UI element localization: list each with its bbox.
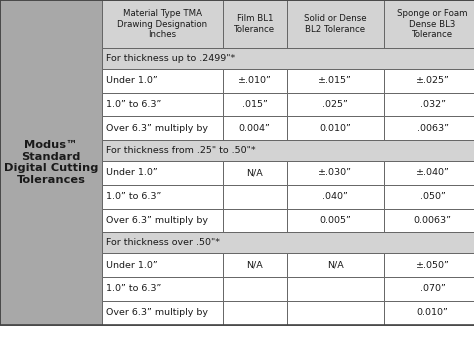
Text: .0063”: .0063” <box>417 124 448 133</box>
Bar <box>223 161 287 185</box>
Bar <box>223 93 287 116</box>
Bar <box>223 301 287 325</box>
Text: 0.0063”: 0.0063” <box>413 216 452 225</box>
Bar <box>384 277 474 301</box>
Bar <box>287 93 384 116</box>
Text: .015”: .015” <box>242 100 268 109</box>
Text: Under 1.0”: Under 1.0” <box>106 76 157 85</box>
Bar <box>287 161 384 185</box>
Bar <box>287 116 384 140</box>
Text: 0.010”: 0.010” <box>319 124 351 133</box>
Bar <box>223 185 287 209</box>
Text: ±.010”: ±.010” <box>238 76 272 85</box>
Bar <box>287 209 384 232</box>
Bar <box>102 0 223 48</box>
Bar <box>223 253 287 277</box>
Text: .032”: .032” <box>419 100 446 109</box>
Text: Under 1.0”: Under 1.0” <box>106 261 157 269</box>
Text: ±.030”: ±.030” <box>319 168 352 177</box>
Text: N/A: N/A <box>246 261 263 269</box>
Text: Over 6.3” multiply by: Over 6.3” multiply by <box>106 216 208 225</box>
Text: Under 1.0”: Under 1.0” <box>106 168 157 177</box>
Text: N/A: N/A <box>327 261 344 269</box>
Bar <box>384 185 474 209</box>
Bar <box>223 277 287 301</box>
Bar <box>102 116 223 140</box>
Text: 1.0” to 6.3”: 1.0” to 6.3” <box>106 284 161 293</box>
Text: .040”: .040” <box>322 192 348 201</box>
Bar <box>102 277 223 301</box>
Bar <box>384 69 474 93</box>
Bar <box>102 69 223 93</box>
Bar <box>0 0 102 325</box>
Text: .050”: .050” <box>419 192 446 201</box>
Text: Over 6.3” multiply by: Over 6.3” multiply by <box>106 124 208 133</box>
Bar <box>223 69 287 93</box>
Bar <box>102 232 474 253</box>
Text: 0.005”: 0.005” <box>319 216 351 225</box>
Text: Sponge or Foam
Dense BL3
Tolerance: Sponge or Foam Dense BL3 Tolerance <box>397 9 468 39</box>
Bar <box>102 140 474 161</box>
Text: 0.004”: 0.004” <box>239 124 271 133</box>
Text: Film BL1
Tolerance: Film BL1 Tolerance <box>234 14 275 34</box>
Bar <box>384 301 474 325</box>
Bar <box>287 301 384 325</box>
Bar <box>102 209 223 232</box>
Text: Modus™
Standard
Digital Cutting
Tolerances: Modus™ Standard Digital Cutting Toleranc… <box>4 140 98 185</box>
Bar <box>384 93 474 116</box>
Bar <box>223 209 287 232</box>
Bar <box>287 0 384 48</box>
Bar <box>287 69 384 93</box>
Text: For thickness from .25" to .50"*: For thickness from .25" to .50"* <box>106 146 255 155</box>
Text: N/A: N/A <box>246 168 263 177</box>
Text: .025”: .025” <box>322 100 348 109</box>
Text: .070”: .070” <box>419 284 446 293</box>
Bar <box>223 0 287 48</box>
Text: Over 6.3” multiply by: Over 6.3” multiply by <box>106 308 208 317</box>
Bar <box>384 116 474 140</box>
Bar <box>384 0 474 48</box>
Text: For thickness up to .2499"*: For thickness up to .2499"* <box>106 54 235 63</box>
Text: 1.0” to 6.3”: 1.0” to 6.3” <box>106 192 161 201</box>
Bar <box>287 277 384 301</box>
Text: ±.050”: ±.050” <box>416 261 449 269</box>
Bar <box>287 253 384 277</box>
Text: 0.010”: 0.010” <box>417 308 448 317</box>
Bar <box>223 116 287 140</box>
Text: ±.015”: ±.015” <box>319 76 352 85</box>
Text: ±.040”: ±.040” <box>416 168 449 177</box>
Text: ±.025”: ±.025” <box>416 76 449 85</box>
Bar <box>102 48 474 69</box>
Bar <box>102 301 223 325</box>
Text: For thickness over .50"*: For thickness over .50"* <box>106 238 220 247</box>
Bar <box>384 253 474 277</box>
Bar <box>384 161 474 185</box>
Bar <box>384 209 474 232</box>
Bar <box>102 185 223 209</box>
Bar <box>102 253 223 277</box>
Bar <box>287 185 384 209</box>
Text: Solid or Dense
BL2 Tolerance: Solid or Dense BL2 Tolerance <box>304 14 367 34</box>
Bar <box>102 161 223 185</box>
Bar <box>102 93 223 116</box>
Text: 1.0” to 6.3”: 1.0” to 6.3” <box>106 100 161 109</box>
Text: Material Type TMA
Drawing Designation
Inches: Material Type TMA Drawing Designation In… <box>117 9 208 39</box>
